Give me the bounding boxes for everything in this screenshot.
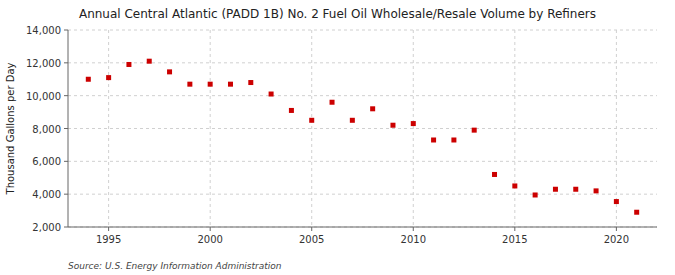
point — [472, 128, 477, 133]
point — [126, 62, 131, 67]
point — [269, 92, 274, 97]
point — [614, 199, 619, 204]
x-tick — [108, 227, 109, 231]
point — [106, 75, 111, 80]
x-grid-line — [413, 30, 414, 227]
x-grid-line — [616, 30, 617, 227]
y-tick-label: 2,000 — [32, 222, 61, 233]
point — [573, 187, 578, 192]
point — [411, 121, 416, 126]
x-tick — [514, 227, 515, 231]
point — [147, 59, 152, 64]
point — [248, 80, 253, 85]
y-tick-label: 12,000 — [26, 58, 61, 69]
y-axis-label: Thousand Gallons per Day — [5, 62, 16, 195]
y-tick-label: 8,000 — [32, 124, 61, 135]
y-grid-line — [68, 128, 657, 129]
y-tick — [64, 95, 68, 96]
y-tick — [64, 227, 68, 228]
y-tick — [64, 194, 68, 195]
point — [86, 77, 91, 82]
point — [492, 172, 497, 177]
background — [0, 0, 675, 275]
point — [533, 192, 538, 197]
chart: Annual Central Atlantic (PADD 1B) No. 2 … — [0, 0, 675, 275]
point — [370, 106, 375, 111]
y-grid-line — [68, 95, 657, 96]
axes: 2,000 4,000 6,000 8,000 10,000 12,000 14,000 19… — [26, 25, 657, 245]
x-tick — [616, 227, 617, 231]
point — [431, 137, 436, 142]
x-grid-line — [210, 30, 211, 227]
y-tick-label: 4,000 — [32, 189, 61, 200]
y-axis-line — [68, 30, 69, 227]
y-tick — [64, 30, 68, 31]
x-tick-label: 2015 — [502, 234, 527, 245]
y-tick-label: 10,000 — [26, 91, 61, 102]
point — [390, 123, 395, 128]
x-grid-line — [514, 30, 515, 227]
x-axis-line — [68, 227, 657, 228]
point — [309, 118, 314, 123]
point — [228, 82, 233, 87]
y-tick-label: 14,000 — [26, 25, 61, 36]
x-tick-label: 2000 — [197, 234, 222, 245]
title: Annual Central Atlantic (PADD 1B) No. 2 … — [79, 7, 596, 21]
y-tick — [64, 128, 68, 129]
x-tick — [311, 227, 312, 231]
point — [350, 118, 355, 123]
y-tick — [64, 62, 68, 63]
y-tick — [64, 161, 68, 162]
x-tick-label: 2020 — [604, 234, 629, 245]
grid — [68, 30, 657, 227]
point — [512, 183, 517, 188]
point — [634, 210, 639, 215]
point — [187, 82, 192, 87]
point — [594, 188, 599, 193]
point — [167, 69, 172, 74]
point — [553, 187, 558, 192]
x-grid-line — [108, 30, 109, 227]
x-tick-label: 1995 — [96, 234, 121, 245]
point — [289, 108, 294, 113]
y-grid-line — [68, 194, 657, 195]
points — [86, 59, 639, 215]
source-note: Source: U.S. Energy Information Administ… — [68, 261, 282, 271]
x-tick-label: 2010 — [401, 234, 426, 245]
y-tick-label: 6,000 — [32, 156, 61, 167]
point — [451, 137, 456, 142]
y-grid-line — [68, 161, 657, 162]
x-grid-line — [311, 30, 312, 227]
point — [330, 100, 335, 105]
x-tick — [210, 227, 211, 231]
x-tick-label: 2005 — [299, 234, 324, 245]
point — [208, 82, 213, 87]
y-grid-line — [68, 227, 657, 228]
x-tick — [413, 227, 414, 231]
y-grid-line — [68, 62, 657, 63]
y-grid-line — [68, 30, 657, 31]
